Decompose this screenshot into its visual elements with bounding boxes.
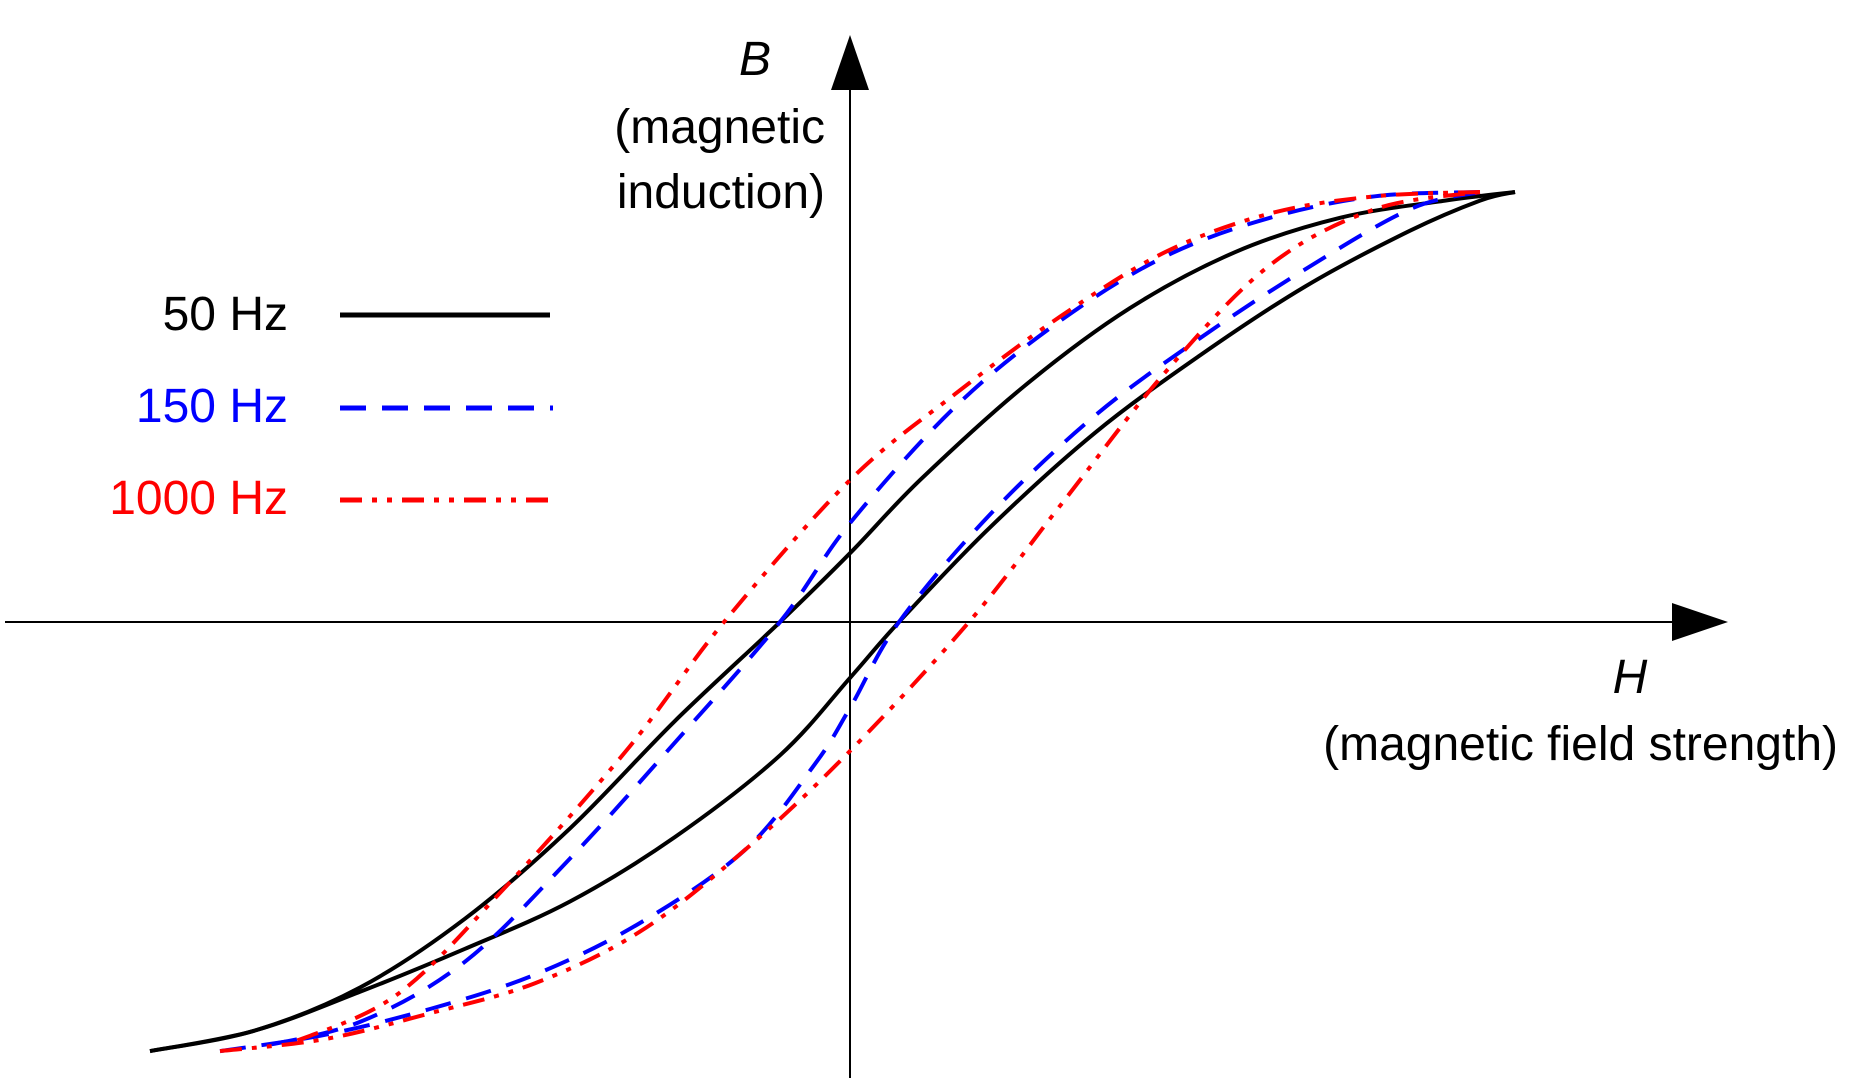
legend: 50 Hz 150 Hz 1000 Hz <box>109 288 553 525</box>
x-axis-arrow <box>1672 603 1728 641</box>
curve-50hz-ascending <box>149 190 1516 1054</box>
x-axis-symbol: H <box>1613 651 1648 704</box>
y-axis-arrow <box>831 35 869 90</box>
y-axis-symbol: B <box>739 33 771 86</box>
x-axis-label: (magnetic field strength) <box>1323 718 1838 771</box>
y-axis-label-line2: induction) <box>617 166 825 219</box>
curves-group <box>149 190 1516 1054</box>
curve-1000hz-ascending <box>219 190 1481 1054</box>
legend-label-50hz: 50 Hz <box>163 288 288 341</box>
curve-50hz-descending <box>149 190 1516 1054</box>
y-axis-label-line1: (magnetic <box>614 101 825 154</box>
legend-label-1000hz: 1000 Hz <box>109 472 288 525</box>
curve-150hz-descending <box>254 190 1481 1050</box>
curve-1000hz-descending <box>289 190 1481 1046</box>
legend-label-150hz: 150 Hz <box>136 380 288 433</box>
